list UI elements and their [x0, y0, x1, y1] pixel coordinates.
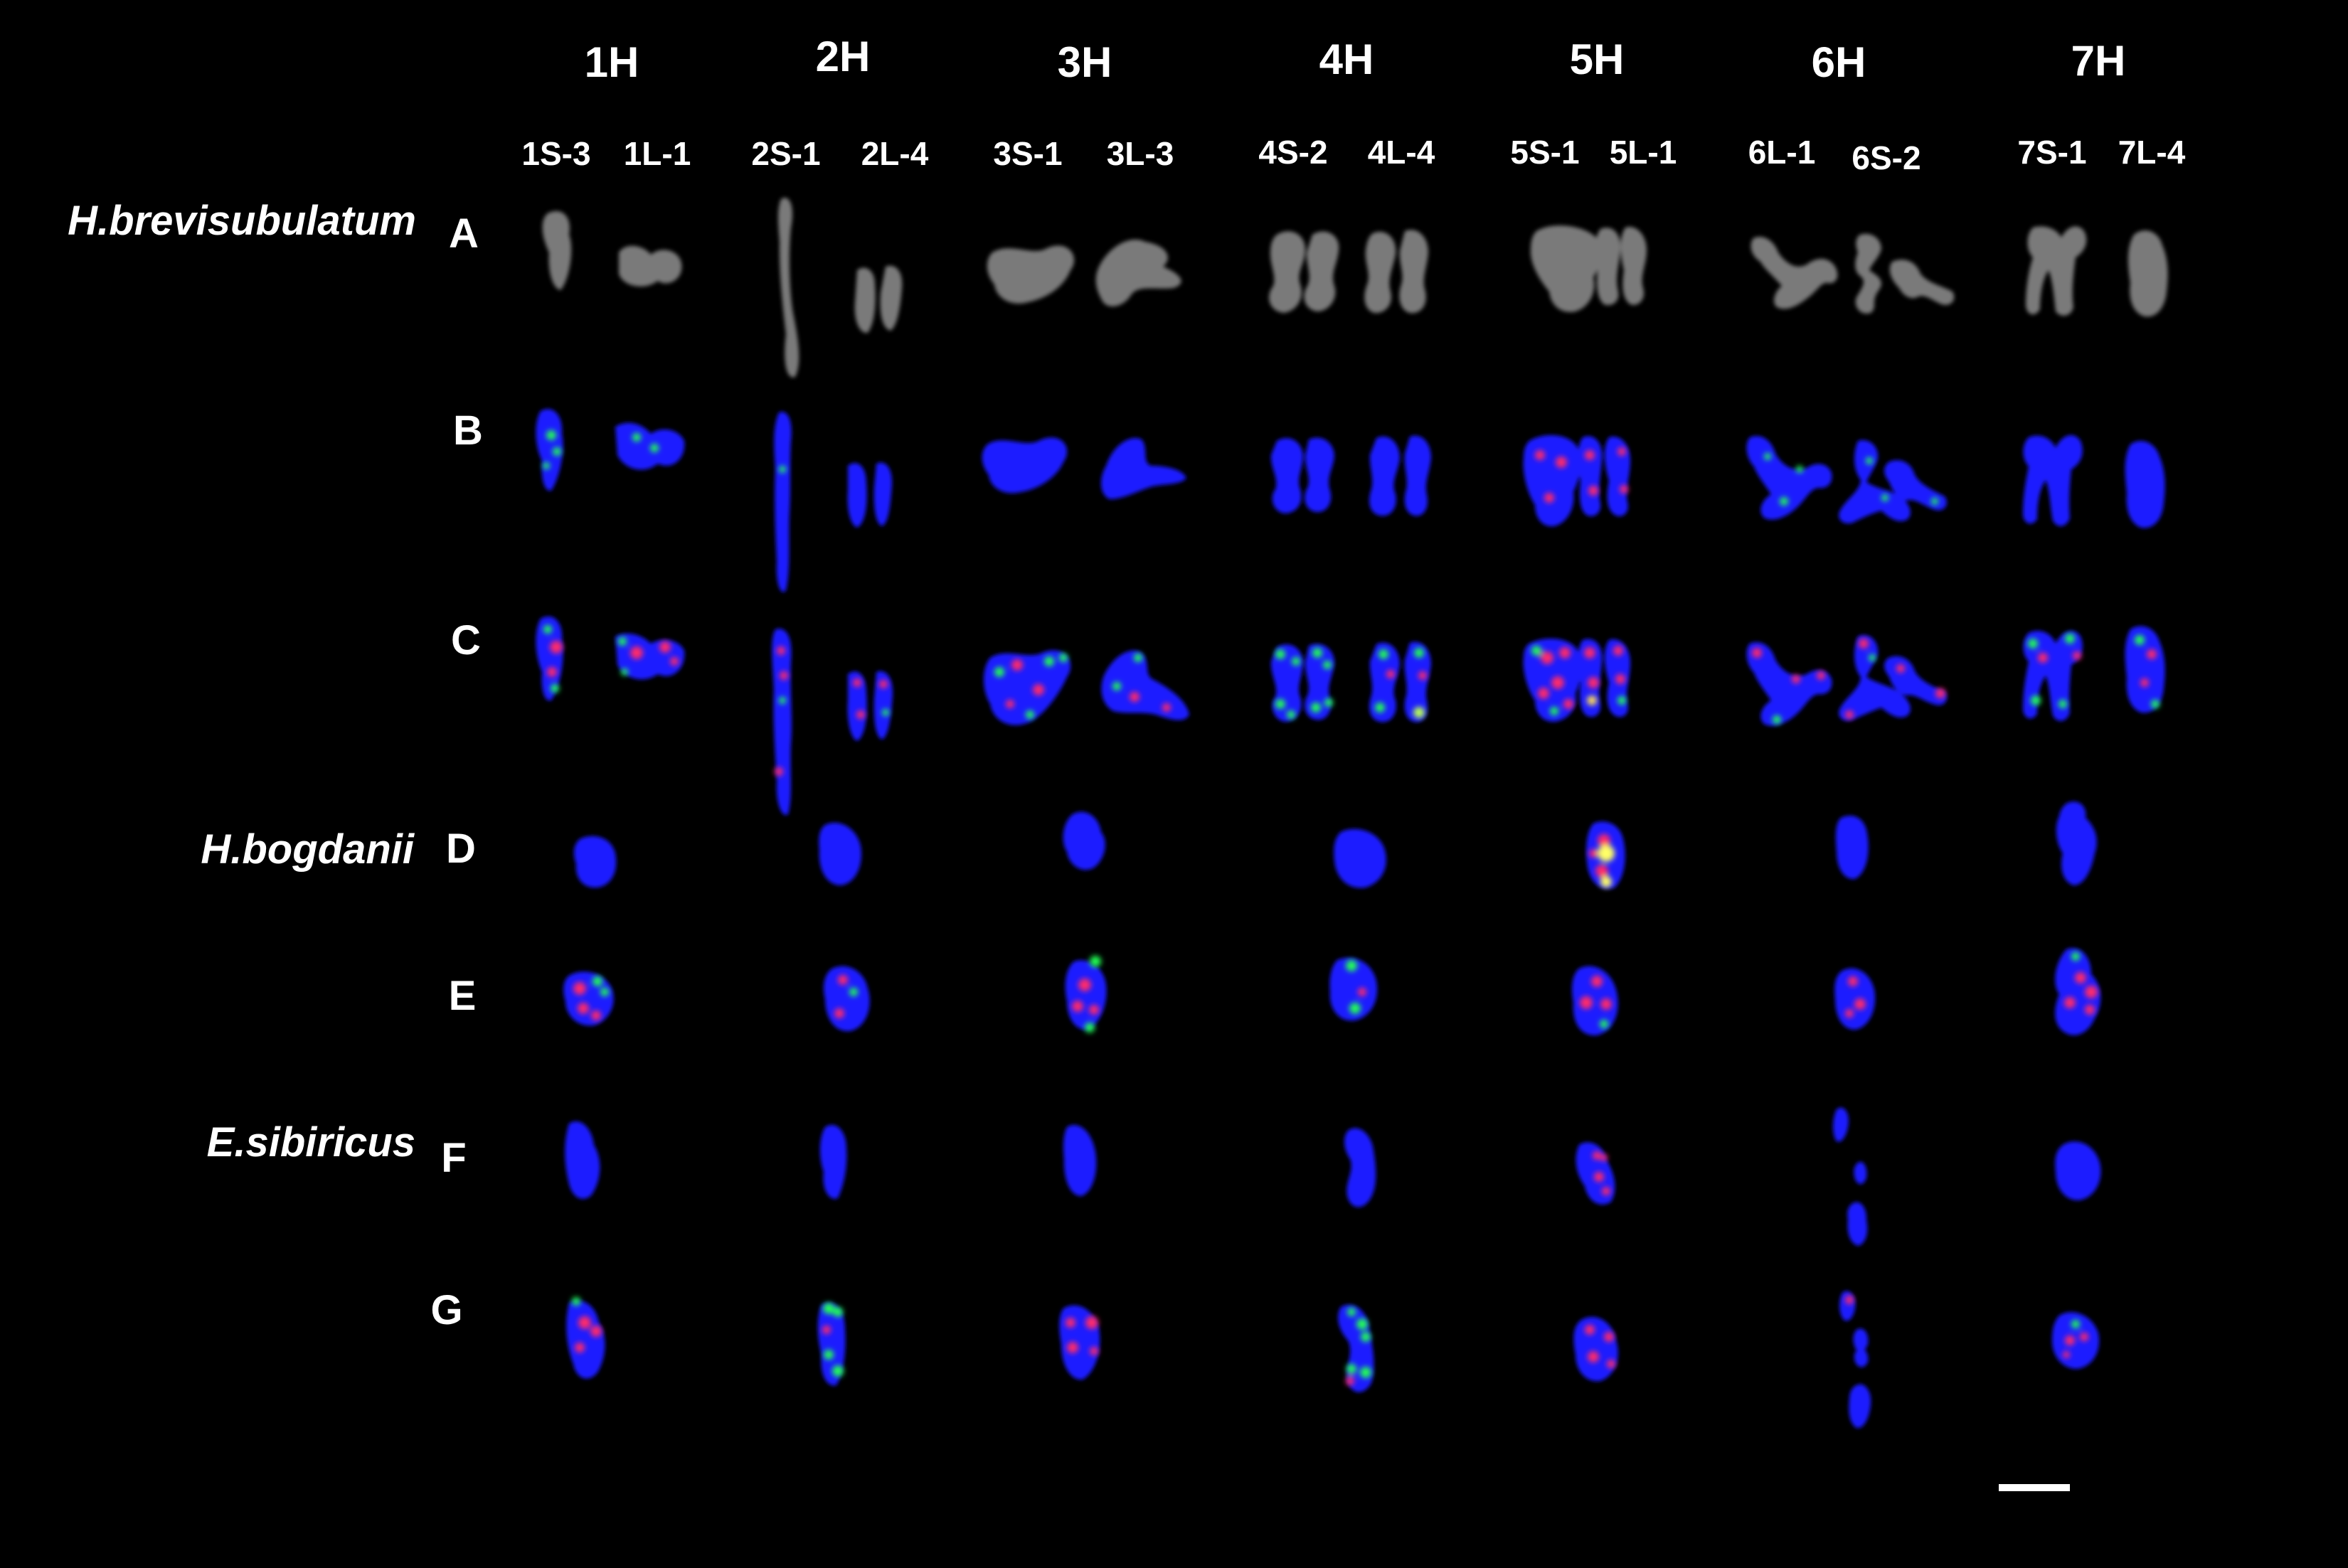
- row-d-chromosomes: [574, 801, 2097, 889]
- sub-label: 6L-1: [1748, 134, 1816, 171]
- row-labels: A B C D E F G: [430, 210, 483, 1333]
- row-f-chromosomes: [565, 1107, 2101, 1246]
- row-a-chromosomes: [542, 198, 2168, 378]
- sub-label: 4L-4: [1368, 134, 1435, 171]
- sub-label: 3S-1: [993, 135, 1062, 172]
- sub-label: 2S-1: [751, 135, 820, 172]
- column-header-7h: 7H: [2071, 37, 2126, 85]
- row-label-f: F: [441, 1135, 466, 1181]
- species-labels: H.brevisubulatum H.bogdanii E.sibiricus: [68, 198, 416, 1166]
- row-label-g: G: [430, 1287, 462, 1333]
- sub-label: 7S-1: [2017, 134, 2086, 171]
- column-headers: 1H 2H 3H 4H 5H 6H 7H: [585, 33, 2126, 86]
- column-header-1h: 1H: [585, 38, 639, 86]
- scale-bar: [1999, 1484, 2070, 1491]
- row-e-chromosomes: [563, 948, 2101, 1036]
- sub-label: 4S-2: [1258, 134, 1327, 171]
- column-header-6h: 6H: [1812, 38, 1866, 86]
- sub-label: 2L-4: [861, 135, 929, 172]
- sub-label: 3L-3: [1107, 135, 1174, 172]
- sub-labels: 1S-3 1L-1 2S-1 2L-4 3S-1 3L-3 4S-2 4L-4 …: [521, 134, 2185, 176]
- sub-label: 1S-3: [521, 135, 590, 172]
- species-label-sibiricus: E.sibiricus: [207, 1119, 415, 1166]
- row-label-d: D: [446, 826, 476, 872]
- row-label-c: C: [451, 617, 481, 663]
- row-b-chromosomes: [536, 409, 2165, 592]
- row-label-e: E: [449, 973, 477, 1019]
- species-label-bogdanii: H.bogdanii: [201, 826, 415, 873]
- row-g-chromosomes: [566, 1291, 2100, 1429]
- sub-label: 5L-1: [1610, 134, 1677, 171]
- species-label-brevisubulatum: H.brevisubulatum: [68, 198, 416, 244]
- row-c-chromosomes: [536, 616, 2165, 816]
- sub-label: 5S-1: [1510, 134, 1579, 171]
- column-header-2h: 2H: [816, 33, 871, 80]
- column-header-5h: 5H: [1570, 36, 1625, 83]
- sub-label: 7L-4: [2118, 134, 2186, 171]
- row-label-b: B: [453, 407, 483, 454]
- sub-label: 1L-1: [624, 135, 691, 172]
- sub-label: 6S-2: [1852, 139, 1921, 176]
- row-label-a: A: [449, 210, 479, 257]
- column-header-3h: 3H: [1058, 38, 1112, 86]
- column-header-4h: 4H: [1319, 36, 1374, 83]
